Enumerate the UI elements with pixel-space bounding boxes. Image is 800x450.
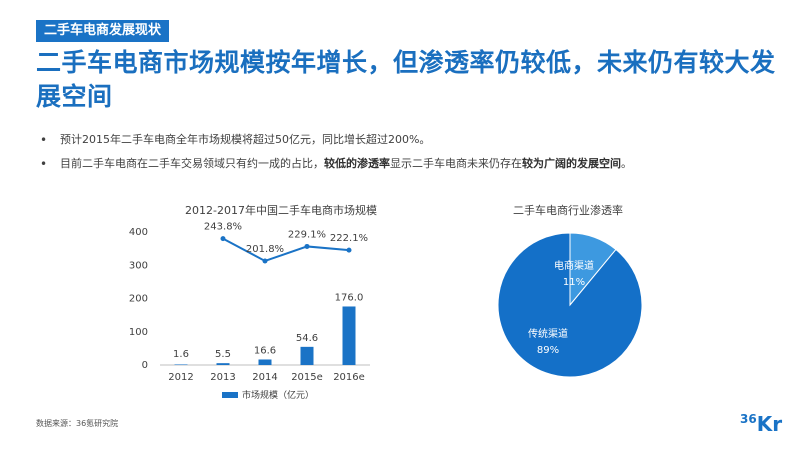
bullet-text: 预计2015年二手车电商全年市场规模将超过50亿元，同比增长超过200%。 <box>60 133 431 146</box>
growth-rate-label: 243.8% <box>204 222 242 233</box>
pie-chart: 电商渠道 11% 传统渠道 89% <box>497 232 643 378</box>
bullet-bold-1: 较低的渗透率 <box>324 157 390 170</box>
bar <box>216 363 230 365</box>
y-tick-label: 300 <box>129 260 148 271</box>
bullet-list: • 预计2015年二手车电商全年市场规模将超过50亿元，同比增长超过200%。 … <box>40 128 780 176</box>
growth-rate-point <box>346 247 352 253</box>
bar <box>342 306 356 365</box>
bullet-dot-icon: • <box>40 133 48 147</box>
legend-swatch-icon <box>222 391 238 398</box>
logo-number: 36 <box>740 412 757 426</box>
x-tick-label: 2014 <box>252 372 277 383</box>
bar-value-label: 1.6 <box>173 349 189 360</box>
bar-value-label: 176.0 <box>335 292 364 303</box>
bullet-bold-2: 较为广阔的发展空间 <box>522 157 621 170</box>
bar <box>174 364 188 365</box>
growth-rate-point <box>304 243 310 249</box>
data-source-note: 数据来源：36氪研究院 <box>36 419 119 428</box>
pie-chart-title: 二手车电商行业渗透率 <box>513 204 623 217</box>
bar <box>258 359 272 365</box>
bar <box>300 346 314 365</box>
pie-slice-percent: 89% <box>537 345 559 356</box>
bar-chart-title: 2012-2017年中国二手车电商市场规模 <box>185 204 377 217</box>
bar-value-label: 5.5 <box>215 349 231 360</box>
brand-logo: 36Kr <box>740 412 782 436</box>
bar-chart-legend: 市场规模（亿元） <box>222 388 314 401</box>
bullet-text-pre: 目前二手车电商在二手车交易领域只有约一成的占比， <box>60 157 324 170</box>
y-tick-label: 100 <box>129 327 148 338</box>
pie-slice-label: 电商渠道 <box>554 259 594 272</box>
bullet-dot-icon: • <box>40 157 48 171</box>
section-tag: 二手车电商发展现状 <box>36 20 170 42</box>
bullet-text-post: 。 <box>621 157 632 170</box>
x-tick-label: 2016e <box>333 372 365 383</box>
pie-slice <box>497 232 643 378</box>
bar-chart: 0 100 200 300 400 1.6 5.5 16.6 54.6 176.0 2012 2013… <box>129 222 370 383</box>
growth-rate-label: 201.8% <box>246 244 284 255</box>
bar-value-label: 54.6 <box>296 333 318 344</box>
y-tick-label: 400 <box>129 227 148 238</box>
x-tick-label: 2012 <box>168 372 193 383</box>
growth-rate-label: 222.1% <box>330 233 368 244</box>
y-tick-label: 0 <box>142 360 148 371</box>
pie-slice-label: 传统渠道 <box>528 327 568 340</box>
page-title: 二手车电商市场规模按年增长，但渗透率仍较低，未来仍有较大发展空间 <box>36 48 776 111</box>
growth-rate-point <box>220 236 226 242</box>
bullet-item-1: • 预计2015年二手车电商全年市场规模将超过50亿元，同比增长超过200%。 <box>40 128 780 152</box>
bar-value-label: 16.6 <box>254 345 276 356</box>
x-tick-label: 2015e <box>291 372 323 383</box>
y-tick-label: 200 <box>129 294 148 305</box>
growth-rate-point <box>262 258 268 264</box>
pie-slice-percent: 11% <box>563 277 585 288</box>
growth-rate-label: 229.1% <box>288 229 326 240</box>
legend-label: 市场规模（亿元） <box>242 391 315 401</box>
bullet-text-mid: 显示二手车电商未来仍存在 <box>390 157 522 170</box>
growth-rate-line <box>222 237 350 263</box>
logo-kr: Kr <box>756 412 783 436</box>
x-tick-label: 2013 <box>210 372 235 383</box>
bullet-item-2: • 目前二手车电商在二手车交易领域只有约一成的占比，较低的渗透率显示二手车电商未… <box>40 152 780 176</box>
